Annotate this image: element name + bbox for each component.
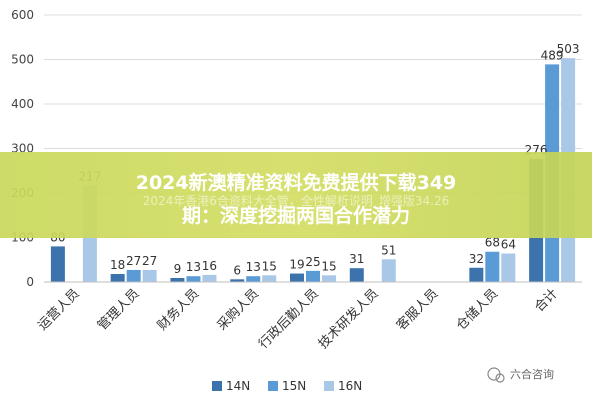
- bar: [142, 269, 157, 282]
- data-label: 13: [186, 260, 201, 274]
- bar: [246, 276, 261, 282]
- data-label: 6: [233, 263, 241, 277]
- overlay-banner: 2024年香港6合资料大全管，全性解析说明_增强版34.26 2024新澳精准资…: [0, 152, 592, 238]
- data-labels: 8021718272791316613151925153151326864276…: [50, 42, 579, 277]
- bar: [469, 267, 484, 282]
- y-tick-label: 600: [11, 8, 34, 22]
- legend-swatch: [324, 381, 334, 391]
- bar: [381, 259, 396, 282]
- legend: 14N 15N 16N: [212, 379, 362, 393]
- bar: [322, 275, 336, 282]
- banner-title-line2: 期：深度挖掘两国合作潜力: [182, 204, 410, 227]
- bar: [202, 274, 217, 282]
- data-label: 64: [501, 238, 516, 252]
- x-tick-label: 管理人员: [95, 286, 142, 333]
- data-label: 15: [262, 259, 277, 273]
- watermark-text: 六合咨询: [510, 367, 554, 381]
- bar: [186, 276, 201, 282]
- data-label: 16: [202, 259, 217, 273]
- data-label: 15: [321, 259, 336, 273]
- x-tick-label: 运营人员: [35, 286, 82, 333]
- y-tick-label: 500: [11, 53, 34, 67]
- bar: [306, 270, 320, 282]
- banner-subtitle: 2024年香港6合资料大全管，全性解析说明_增强版34.26: [143, 193, 450, 208]
- legend-swatch: [212, 381, 222, 391]
- data-label: 27: [142, 254, 157, 268]
- bar: [126, 269, 141, 282]
- x-tick-label: 仓储人员: [454, 286, 501, 333]
- legend-label: 14N: [226, 379, 250, 393]
- data-label: 9: [174, 262, 182, 276]
- wechat-icon-dot: [495, 373, 505, 383]
- x-tick-label: 采购人员: [214, 286, 262, 334]
- x-tick-label: 行政后勤人员: [256, 286, 322, 352]
- data-label: 31: [349, 252, 364, 266]
- bar: [110, 273, 125, 282]
- bar: [50, 246, 65, 282]
- y-tick-label: 0: [26, 275, 34, 289]
- bar: [262, 275, 277, 282]
- bar: [501, 253, 516, 282]
- banner-background: [0, 152, 592, 238]
- data-label: 32: [469, 252, 484, 266]
- data-label: 51: [381, 243, 396, 257]
- x-tick-label: 合计: [532, 286, 561, 315]
- y-tick-label: 400: [11, 97, 34, 111]
- y-axis-ticks: 0100200300400500600: [11, 8, 34, 289]
- legend-label: 15N: [282, 379, 306, 393]
- legend-label: 16N: [338, 379, 362, 393]
- banner-title-line1: 2024新澳精准资料免费提供下载349: [136, 171, 457, 194]
- data-label: 503: [557, 42, 580, 56]
- x-tick-label: 技术研发人员: [315, 286, 381, 352]
- bar: [230, 279, 245, 282]
- legend-swatch: [268, 381, 278, 391]
- x-tick-label: 客服人员: [393, 286, 441, 334]
- bar: [290, 273, 304, 282]
- data-label: 25: [305, 255, 320, 269]
- watermark: 六合咨询: [487, 367, 554, 383]
- bar: [170, 277, 185, 282]
- data-label: 489: [541, 48, 564, 62]
- data-label: 19: [289, 258, 304, 272]
- data-label: 27: [126, 254, 141, 268]
- data-label: 13: [246, 260, 261, 274]
- data-label: 68: [485, 236, 500, 250]
- bar: [485, 251, 500, 282]
- data-label: 18: [110, 258, 125, 272]
- x-tick-label: 财务人员: [154, 286, 202, 334]
- bar: [349, 268, 364, 282]
